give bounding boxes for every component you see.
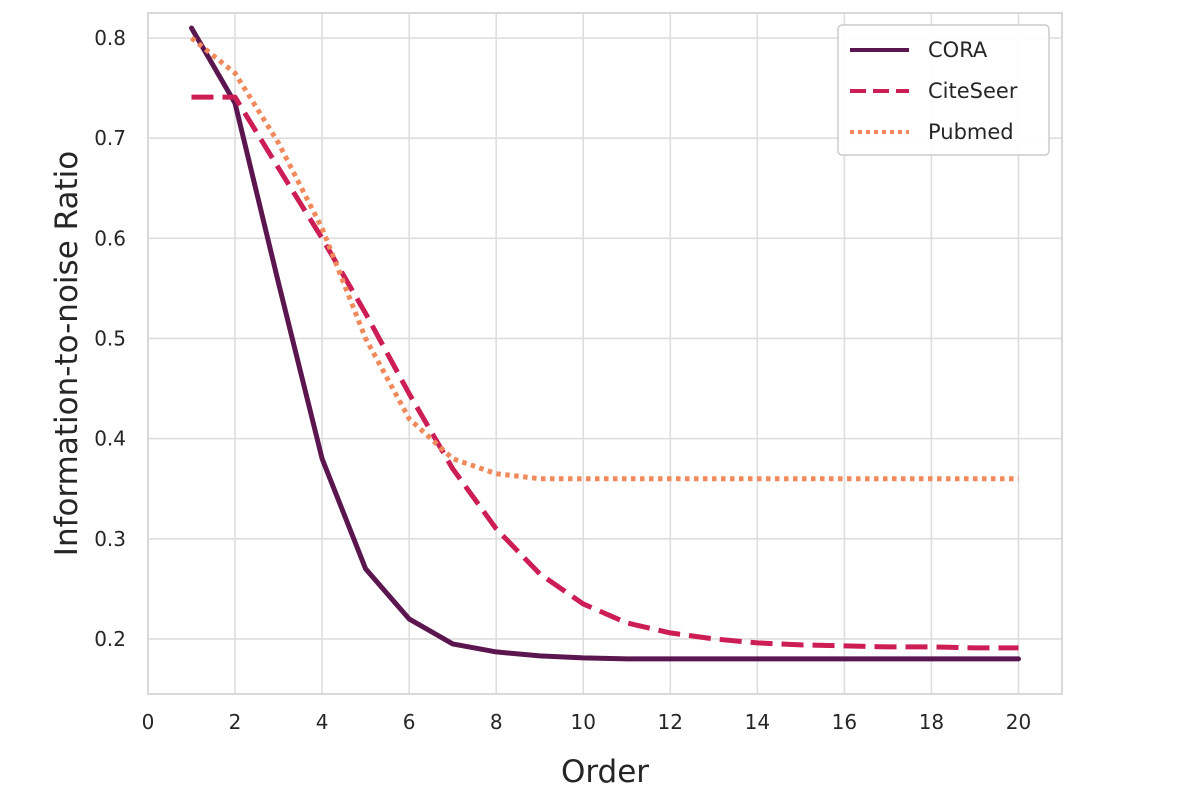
x-tick-label: 10 [571, 710, 596, 734]
y-tick-labels: 0.2 0.3 0.4 0.5 0.6 0.7 0.8 [94, 26, 126, 651]
y-tick-label: 0.4 [94, 427, 126, 451]
x-tick-label: 18 [919, 710, 944, 734]
x-tick-label: 0 [142, 710, 155, 734]
legend: CORA CiteSeer Pubmed [837, 24, 1050, 156]
legend-box [837, 24, 1050, 156]
x-tick-labels: 0 2 4 6 8 10 12 14 16 18 20 [142, 710, 1032, 734]
x-axis-title: Order [561, 754, 649, 790]
legend-label-pubmed: Pubmed [928, 120, 1014, 144]
x-tick-label: 6 [403, 710, 416, 734]
series-line-cora [189, 25, 1021, 662]
x-tick-label: 20 [1006, 710, 1031, 734]
y-tick-label: 0.6 [94, 226, 126, 250]
legend-label-citeseer: CiteSeer [928, 79, 1018, 103]
y-tick-label: 0.3 [94, 527, 126, 551]
x-tick-label: 16 [832, 710, 857, 734]
x-tick-label: 2 [229, 710, 242, 734]
series-lines [189, 25, 1021, 662]
series-line-pubmed [189, 36, 1019, 482]
y-tick-label: 0.2 [94, 627, 126, 651]
y-axis-title: Information-to-noise Ratio [49, 151, 85, 556]
y-tick-label: 0.7 [94, 126, 126, 150]
legend-label-cora: CORA [928, 38, 988, 62]
y-tick-label: 0.5 [94, 326, 126, 350]
x-tick-label: 4 [316, 710, 329, 734]
plot-frame [147, 12, 1063, 695]
x-tick-label: 12 [658, 710, 683, 734]
x-tick-label: 14 [745, 710, 770, 734]
series-line-citeseer [191, 94, 1019, 651]
y-tick-label: 0.8 [94, 26, 126, 50]
x-tick-label: 8 [490, 710, 503, 734]
